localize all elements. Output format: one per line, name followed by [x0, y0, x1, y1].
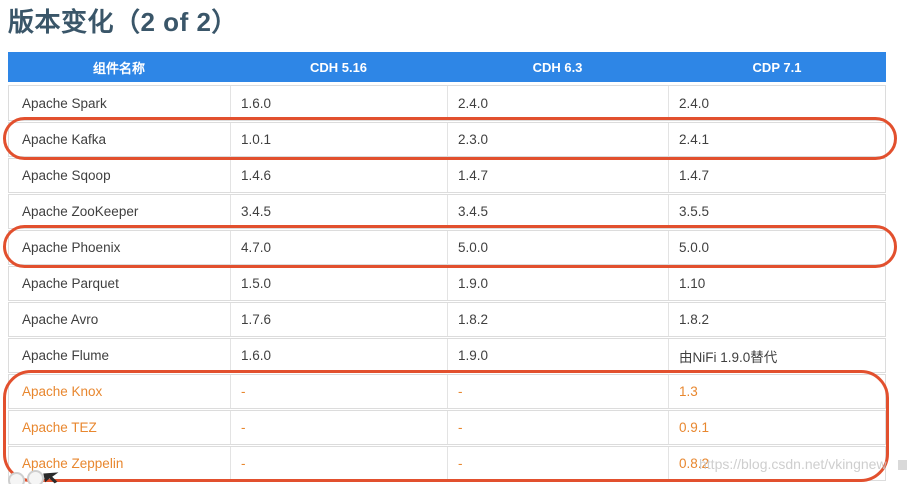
table-row: Apache Parquet 1.5.0 1.9.0 1.10	[8, 266, 886, 301]
version-cell: 2.4.0	[679, 95, 710, 111]
annotation-circle-icon	[27, 470, 44, 484]
version-cell: 1.8.2	[448, 303, 669, 336]
column-header-component: 组件名称	[92, 60, 145, 76]
version-cell: 1.0.1	[231, 123, 448, 156]
version-cell: -	[448, 411, 669, 444]
version-cell: 3.4.5	[448, 195, 669, 228]
component-name-cell: Apache Flume	[9, 339, 231, 372]
version-cell: 5.0.0	[448, 231, 669, 264]
table-row: Apache Kafka 1.0.1 2.3.0 2.4.1	[8, 122, 886, 157]
cursor-icon	[43, 467, 65, 484]
version-table: 组件名称 CDH 5.16 CDH 6.3 CDP 7.1 Apache Spa…	[8, 52, 886, 481]
page-title: 版本变化（2 of 2）	[8, 7, 238, 37]
component-name-cell: Apache ZooKeeper	[9, 195, 231, 228]
table-row: Apache Spark 1.6.0 2.4.0 2.4.0	[8, 85, 886, 121]
version-cell: -	[448, 375, 669, 408]
component-name-cell: Apache Knox	[9, 375, 231, 408]
annotation-circle-icon	[8, 472, 25, 484]
component-name-cell: Apache Kafka	[9, 123, 231, 156]
component-name-cell: Apache Phoenix	[9, 231, 231, 264]
version-cell: -	[231, 447, 448, 480]
column-header-cdh516: CDH 5.16	[309, 59, 368, 75]
component-name-cell: Apache Parquet	[9, 267, 231, 300]
version-cell: 0.9.1	[679, 420, 710, 435]
version-cell: 由NiFi 1.9.0替代	[679, 349, 778, 365]
version-cell: 3.4.5	[231, 195, 448, 228]
table-row: Apache TEZ - -0.9.1	[8, 410, 886, 445]
version-cell: 1.7.6	[231, 303, 448, 336]
version-cell: 1.4.7	[448, 159, 669, 192]
version-cell: -	[231, 411, 448, 444]
table-row: Apache Avro 1.7.6 1.8.2 1.8.2	[8, 302, 886, 337]
version-cell: 1.4.7	[679, 168, 710, 183]
table-body: Apache Spark 1.6.0 2.4.0 2.4.0 Apache Kafka 1…	[8, 85, 886, 481]
version-cell: 1.8.2	[679, 312, 710, 327]
version-cell: 1.5.0	[231, 267, 448, 300]
table-row: Apache ZooKeeper 3.4.5 3.4.5 3.5.5	[8, 194, 886, 229]
version-cell: 1.10	[679, 276, 706, 291]
component-name-cell: Apache Sqoop	[9, 159, 231, 192]
version-cell: 1.9.0	[448, 339, 669, 372]
table-row: Apache Phoenix 4.7.0 5.0.0 5.0.0	[8, 230, 886, 265]
table-header-row: 组件名称 CDH 5.16 CDH 6.3 CDP 7.1	[8, 52, 886, 82]
version-cell: 4.7.0	[231, 231, 448, 264]
component-name-cell: Apache TEZ	[9, 411, 231, 444]
table-row: Apache Zeppelin - -0.8.2	[8, 446, 886, 481]
version-cell: 1.6.0	[231, 339, 448, 372]
artifact-square	[898, 460, 907, 470]
version-cell: 2.3.0	[448, 123, 669, 156]
version-cell: 1.9.0	[448, 267, 669, 300]
version-cell: 1.4.6	[231, 159, 448, 192]
table-row: Apache Knox - -1.3	[8, 374, 886, 409]
column-header-cdp71: CDP 7.1	[752, 59, 802, 75]
component-name-cell: Apache Zeppelin	[9, 447, 231, 480]
version-cell: 3.5.5	[679, 204, 710, 219]
table-row: Apache Sqoop 1.4.6 1.4.7 1.4.7	[8, 158, 886, 193]
component-name-cell: Apache Spark	[9, 86, 231, 120]
version-cell: 1.6.0	[231, 86, 448, 120]
table-row: Apache Flume 1.6.0 1.9.0 由NiFi 1.9.0替代	[8, 338, 886, 373]
version-cell: 0.8.2	[679, 456, 710, 471]
column-header-cdh63: CDH 6.3	[532, 59, 583, 75]
version-cell: 2.4.1	[679, 132, 710, 147]
version-cell: 2.4.0	[448, 86, 669, 120]
component-name-cell: Apache Avro	[9, 303, 231, 336]
version-cell: 1.3	[679, 384, 698, 399]
version-cell: -	[231, 375, 448, 408]
version-cell: 5.0.0	[679, 240, 710, 255]
version-cell: -	[448, 447, 669, 480]
